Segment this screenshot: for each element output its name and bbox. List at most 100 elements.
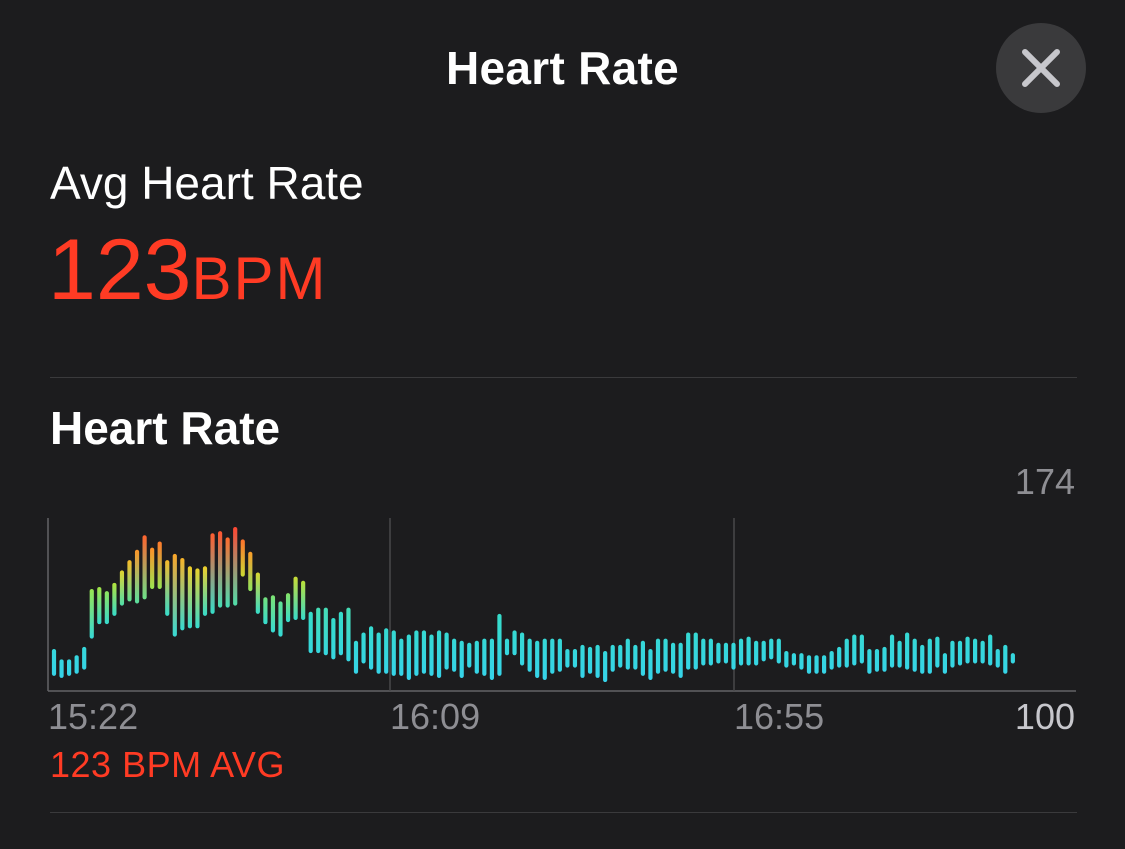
heart-rate-bar [859, 634, 864, 664]
heart-rate-bar [648, 648, 653, 680]
heart-rate-bar [957, 640, 963, 666]
heart-rate-bar [822, 655, 827, 674]
heart-rate-bar [829, 651, 834, 670]
heart-rate-bar [980, 640, 985, 664]
avg-caption: 123 BPM AVG [50, 744, 285, 785]
heart-rate-bar [844, 638, 849, 668]
heart-rate-bar [263, 597, 268, 625]
heart-rate-bar [920, 644, 925, 674]
heart-rate-bar [497, 613, 502, 676]
heart-rate-bar [150, 547, 155, 590]
heart-rate-bar [701, 638, 706, 666]
avg-heart-rate-unit: BPM [191, 245, 328, 312]
heart-rate-bar [293, 576, 298, 621]
heart-rate-bar [580, 644, 585, 678]
heart-rate-bar [678, 642, 683, 678]
heart-rate-bar [889, 634, 895, 668]
heart-rate-bar [255, 572, 260, 614]
heart-rate-bar [134, 549, 140, 604]
x-tick-label: 16:09 [390, 696, 480, 737]
heart-rate-bar [384, 628, 389, 674]
page-title: Heart Rate [445, 42, 680, 94]
heart-rate-bar [693, 632, 698, 670]
heart-rate-bar [708, 638, 713, 666]
heart-rate-bar [950, 640, 955, 668]
heart-rate-bar [104, 591, 109, 625]
heart-rate-bar [1003, 644, 1008, 674]
heart-rate-bar [633, 644, 638, 670]
heart-rate-bar [202, 566, 208, 616]
heart-rate-bar [852, 634, 857, 666]
section-title: Heart Rate [50, 402, 281, 454]
heart-rate-bar [723, 642, 729, 664]
heart-rate-bar [482, 638, 487, 676]
heart-rate-bar [897, 640, 902, 668]
heart-rate-bar [542, 638, 547, 680]
heart-rate-bar [361, 632, 366, 664]
heart-rate-bar [754, 640, 759, 666]
heart-rate-bar [587, 646, 593, 674]
heart-rate-bar [157, 541, 162, 590]
heart-rate-bar [603, 651, 608, 683]
heart-rate-bar [353, 640, 359, 674]
avg-heart-rate-label: Avg Heart Rate [50, 157, 364, 209]
heart-rate-bar [618, 644, 623, 668]
heart-rate-bar [127, 560, 132, 602]
heart-rate-bar [436, 630, 442, 678]
heart-rate-bar [557, 638, 562, 672]
heart-rate-bar [210, 533, 215, 614]
heart-rate-bar [942, 653, 947, 674]
heart-rate-bar [806, 655, 812, 674]
heart-rate-bar [640, 640, 645, 676]
heart-rate-bar [572, 648, 578, 668]
heart-rate-bar [444, 632, 449, 670]
heart-rate-bar [776, 638, 781, 664]
heart-rate-bar [112, 582, 117, 616]
avg-heart-rate-value: 123BPM [48, 222, 328, 343]
heart-rate-bar [421, 630, 427, 674]
heart-rate-bar [270, 595, 276, 633]
heart-rate-bar [761, 640, 766, 662]
heart-rate-bar [369, 626, 374, 670]
heart-rate-bar [316, 607, 321, 654]
heart-rate-bar [535, 640, 540, 678]
heart-rate-bar [738, 638, 744, 666]
heart-rate-bar [595, 644, 600, 678]
heart-rate-bar [180, 558, 185, 631]
heart-rate-bar [240, 539, 245, 577]
heart-rate-bar [338, 611, 343, 656]
heart-rate-bar [51, 648, 57, 676]
heart-rate-bar [512, 630, 517, 656]
heart-rate-bar [331, 617, 336, 660]
close-button[interactable] [996, 23, 1086, 113]
heart-rate-bar [429, 634, 434, 676]
heart-rate-bar [74, 655, 79, 674]
y-tick-label: 100 [1015, 696, 1075, 737]
heart-rate-bar [912, 638, 917, 672]
heart-rate-bar [59, 659, 64, 678]
heart-rate-bar [814, 655, 819, 674]
heart-rate-bar [791, 653, 796, 666]
heart-rate-bar [67, 659, 72, 676]
heart-rate-bar [489, 638, 494, 680]
heart-rate-bar [225, 537, 230, 608]
heart-rate-bar [278, 601, 283, 637]
heart-rate-bar [973, 638, 978, 664]
heart-rate-bar [452, 638, 457, 672]
heart-rate-bar [376, 632, 381, 674]
heart-rate-bar [663, 638, 668, 672]
heart-rate-bar [187, 566, 192, 629]
heart-rate-bar [965, 636, 970, 664]
heart-rate-bar [784, 651, 789, 668]
heart-rate-bar [837, 646, 842, 668]
heart-rate-bar [346, 607, 351, 662]
heart-rate-bar [988, 634, 993, 666]
heart-rate-bar [550, 638, 555, 674]
heart-rate-bar [935, 636, 940, 668]
x-tick-label: 15:22 [48, 696, 138, 737]
heart-rate-bar [527, 638, 532, 672]
heart-rate-bar [414, 630, 419, 676]
heart-rate-bar [874, 648, 880, 672]
heart-rate-bar [610, 644, 615, 672]
